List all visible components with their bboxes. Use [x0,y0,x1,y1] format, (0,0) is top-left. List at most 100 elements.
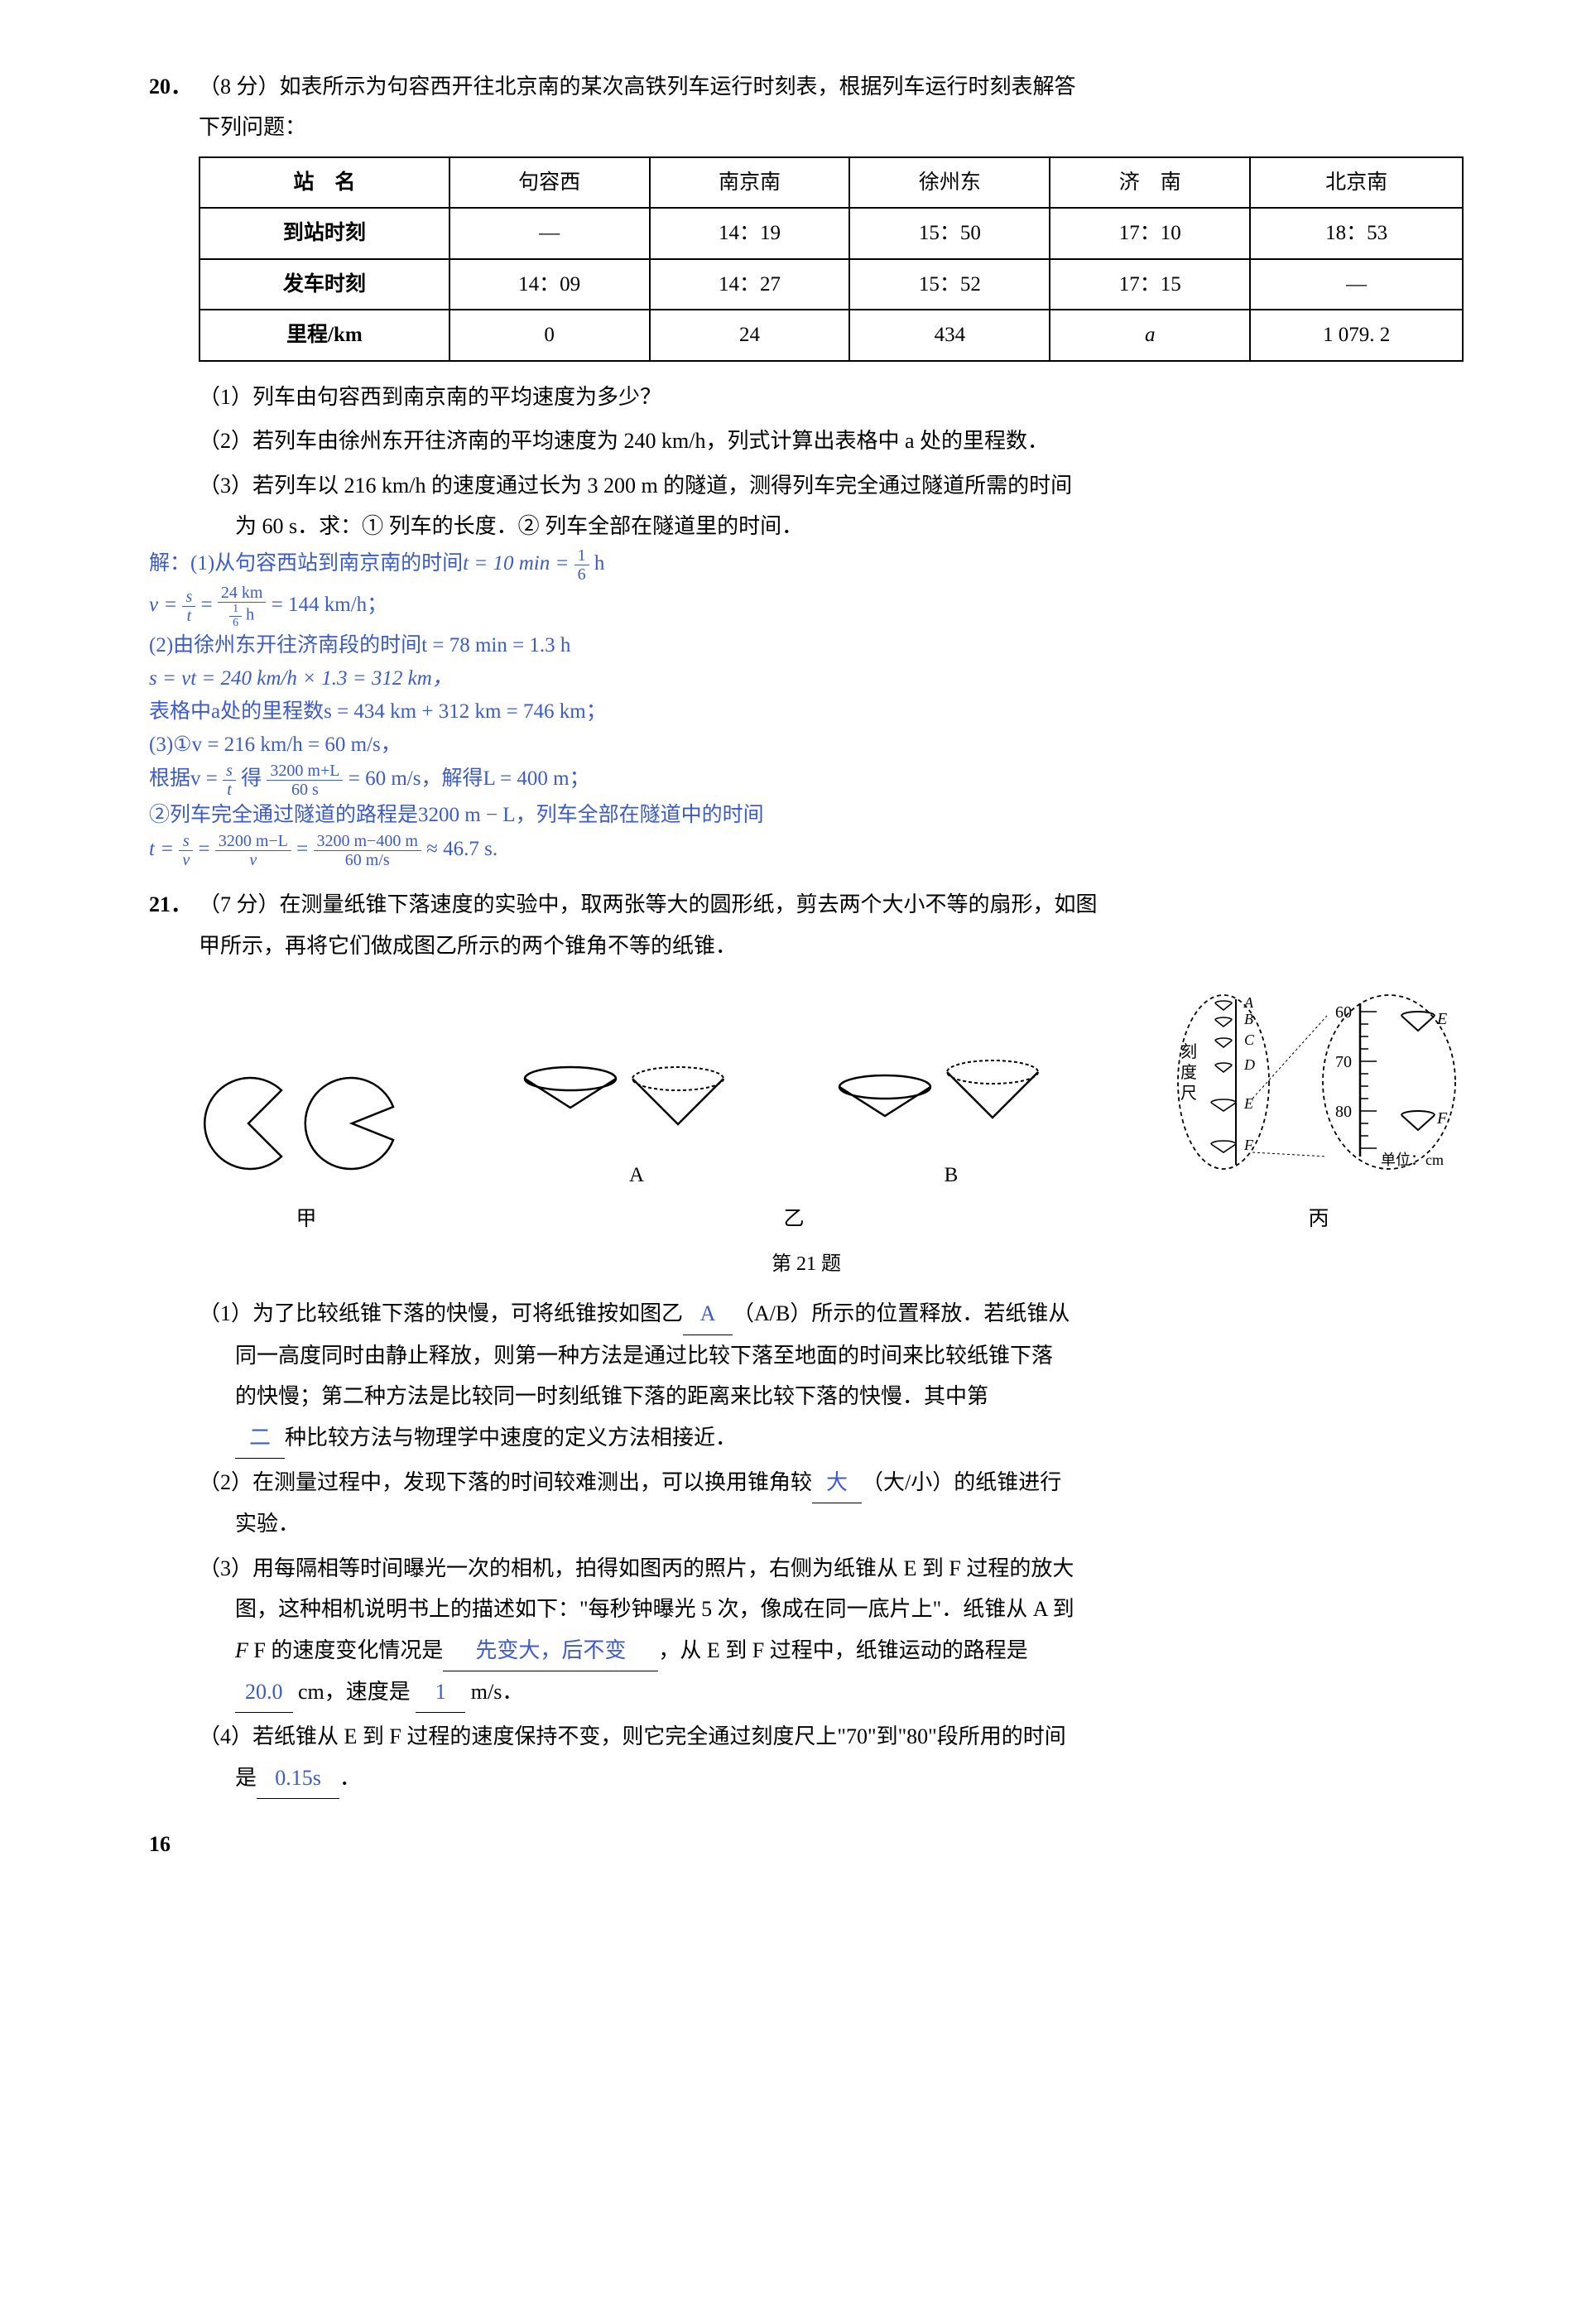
td: 14：19 [650,208,850,259]
table-row: 里程/km 0 24 434 a 1 079. 2 [200,310,1463,361]
ruler-photo-icon: A B C D E F 刻 度 尺 [1174,991,1464,1181]
td: 15：50 [849,208,1050,259]
q21-number: 21． [149,884,192,925]
ruler-F: F [1243,1137,1254,1153]
zoom-E: E [1436,1010,1447,1028]
tick-60: 60 [1335,1003,1352,1022]
q21-figures: 甲 A [199,991,1464,1239]
q21-sub1d: 的快慢；第二种方法是比较同一时刻纸锥下落的距离来比较下落的快慢．其中第 [235,1376,1464,1416]
blank-answer: 20.0 [235,1671,293,1713]
ruler-A: A [1243,994,1254,1011]
question-20: 20． （8 分）如表所示为句容西开往北京南的某次高铁列车运行时刻表，根据列车运… [149,66,1464,869]
td: — [1250,259,1463,310]
th-bjn: 北京南 [1250,157,1463,209]
td-km-label: 里程/km [200,310,449,361]
sol-line: t = sv = 3200 m−Lv = 3200 m−400 m60 m/s … [149,832,1464,869]
sol-line: s = vt = 240 km/h × 1.3 = 312 km， [149,662,1464,695]
table-row: 发车时刻 14：09 14：27 15：52 17：15 — [200,259,1463,310]
sol-line: (3)①v = 216 km/h = 60 m/s， [149,729,1464,762]
td: 0 [449,310,650,361]
th-jrx: 句容西 [449,157,650,209]
ruler-C: C [1244,1032,1255,1048]
q20-sub2: （2）若列车由徐州东开往济南的平均速度为 240 km/h，列式计算出表格中 a… [199,421,1464,461]
blank-answer: 大 [812,1462,862,1503]
td-arrive-label: 到站时刻 [200,208,449,259]
q20-number: 20． [149,66,192,107]
blank-answer: 0.15s [257,1758,339,1799]
q20-header: 20． （8 分）如表所示为句容西开往北京南的某次高铁列车运行时刻表，根据列车运… [149,66,1464,107]
tick-70: 70 [1335,1053,1352,1071]
tick-80: 80 [1335,1103,1352,1121]
ruler-D: D [1243,1056,1255,1073]
q21-sub1: （1）为了比较纸锥下落的快慢，可将纸锥按如图乙A（A/B）所示的位置释放．若纸锥… [199,1293,1464,1335]
pacman-shapes-icon [199,1065,414,1181]
figure-bing: A B C D E F 刻 度 尺 [1174,991,1464,1239]
table-header-row: 站 名 句容西 南京南 徐州东 济 南 北京南 [200,157,1463,209]
svg-text:尺: 尺 [1180,1084,1197,1103]
q20-sub1: （1）列车由句容西到南京南的平均速度为多少？ [199,377,1464,417]
q21-sub4b: 是0.15s． [235,1758,1464,1799]
q21-header: 21． （7 分）在测量纸锥下落速度的实验中，取两张等大的圆形纸，剪去两个大小不… [149,884,1464,925]
blank-answer: 先变大，后不变 [443,1630,658,1671]
label-bing: 丙 [1174,1200,1464,1239]
th-njn: 南京南 [650,157,850,209]
sol-line: 解：(1)从句容西站到南京南的时间t = 10 min = 16 h [149,546,1464,584]
label-A: A [521,1156,752,1195]
blank-answer: A [683,1293,733,1335]
th-xzd: 徐州东 [849,157,1050,209]
q21-sub2c: 实验． [235,1503,1464,1544]
q21-sub3c: F F 的速度变化情况是先变大，后不变，从 E 到 F 过程中，纸锥运动的路程是 [235,1630,1464,1671]
sol-line: (2)由徐州东开往济南段的时间t = 78 min = 1.3 h [149,629,1464,662]
cone-group-a-icon [521,1062,752,1137]
sol-line: ②列车完全通过隧道的路程是3200 m − L，列车全部在隧道中的时间 [149,799,1464,832]
question-21: 21． （7 分）在测量纸锥下落速度的实验中，取两张等大的圆形纸，剪去两个大小不… [149,884,1464,1799]
q20-table-wrap: 站 名 句容西 南京南 徐州东 济 南 北京南 到站时刻 — 14：19 15：… [199,156,1464,362]
table-row: 到站时刻 — 14：19 15：50 17：10 18：53 [200,208,1463,259]
label-jia: 甲 [199,1200,414,1239]
td: 15：52 [849,259,1050,310]
q21-sub1c: 同一高度同时由静止释放，则第一种方法是通过比较下落至地面的时间来比较纸锥下落 [235,1335,1464,1376]
cone-pair-A: A B [521,1062,1067,1195]
q21-sub1e: 二种比较方法与物理学中速度的定义方法相接近． [235,1417,1464,1459]
ruler-E: E [1243,1095,1253,1112]
q21-stem-line1: （7 分）在测量纸锥下落速度的实验中，取两张等大的圆形纸，剪去两个大小不等的扇形… [199,884,1098,925]
ruler-label-text: 刻 [1180,1042,1197,1061]
unit-cm: 单位：cm [1381,1152,1444,1168]
label-yi: 乙 [521,1200,1067,1239]
td: 434 [849,310,1050,361]
td: 18：53 [1250,208,1463,259]
td: 14：27 [650,259,850,310]
sol-line: 根据v = st 得 3200 m+L60 s = 60 m/s，解得L = 4… [149,762,1464,799]
q21-stem-line2: 甲所示，再将它们做成图乙所示的两个锥角不等的纸锥． [199,926,1464,966]
q20-stem-line1: （8 分）如表所示为句容西开往北京南的某次高铁列车运行时刻表，根据列车运行时刻表… [199,66,1076,107]
blank-answer: 二 [235,1417,285,1459]
td: 1 079. 2 [1250,310,1463,361]
figure-yi: A B 乙 [521,1062,1067,1238]
q21-sub3b: 图，这种相机说明书上的描述如下："每秒钟曝光 5 次，像成在同一底片上"．纸锥从… [235,1589,1464,1629]
ruler-B: B [1244,1011,1253,1027]
q21-caption: 第 21 题 [149,1246,1464,1284]
train-timetable: 站 名 句容西 南京南 徐州东 济 南 北京南 到站时刻 — 14：19 15：… [199,156,1464,362]
figure-jia: 甲 [199,1065,414,1239]
zoom-F: F [1436,1109,1448,1128]
blank-answer: 1 [416,1671,465,1713]
td: 17：10 [1050,208,1250,259]
sol-line: v = st = 24 km16 h = 144 km/h； [149,584,1464,629]
q20-sub3b: 为 60 s．求：① 列车的长度．② 列车全部在隧道里的时间． [235,506,1464,546]
td: — [449,208,650,259]
page-number: 16 [149,1824,1464,1864]
svg-text:度: 度 [1180,1063,1197,1082]
q20-solution: 解：(1)从句容西站到南京南的时间t = 10 min = 16 h v = s… [149,546,1464,869]
q20-stem-line2: 下列问题： [199,107,1464,147]
q21-sub3a: （3）用每隔相等时间曝光一次的相机，拍得如图丙的照片，右侧为纸锥从 E 到 F … [199,1548,1464,1589]
td-depart-label: 发车时刻 [200,259,449,310]
sol-line: 表格中a处的里程数s = 434 km + 312 km = 746 km； [149,695,1464,729]
td: 24 [650,310,850,361]
cone-group-b-icon [835,1062,1067,1137]
q21-sub4a: （4）若纸锥从 E 到 F 过程的速度保持不变，则它完全通过刻度尺上"70"到"… [199,1716,1464,1757]
q21-sub2: （2）在测量过程中，发现下落的时间较难测出，可以换用锥角较大（大/小）的纸锥进行 [199,1462,1464,1503]
q21-sub3e: 20.0 cm，速度是 1 m/s． [235,1671,1464,1713]
td: 14：09 [449,259,650,310]
q20-sub3a: （3）若列车以 216 km/h 的速度通过长为 3 200 m 的隧道，测得列… [199,465,1464,506]
th-station: 站 名 [200,157,449,209]
